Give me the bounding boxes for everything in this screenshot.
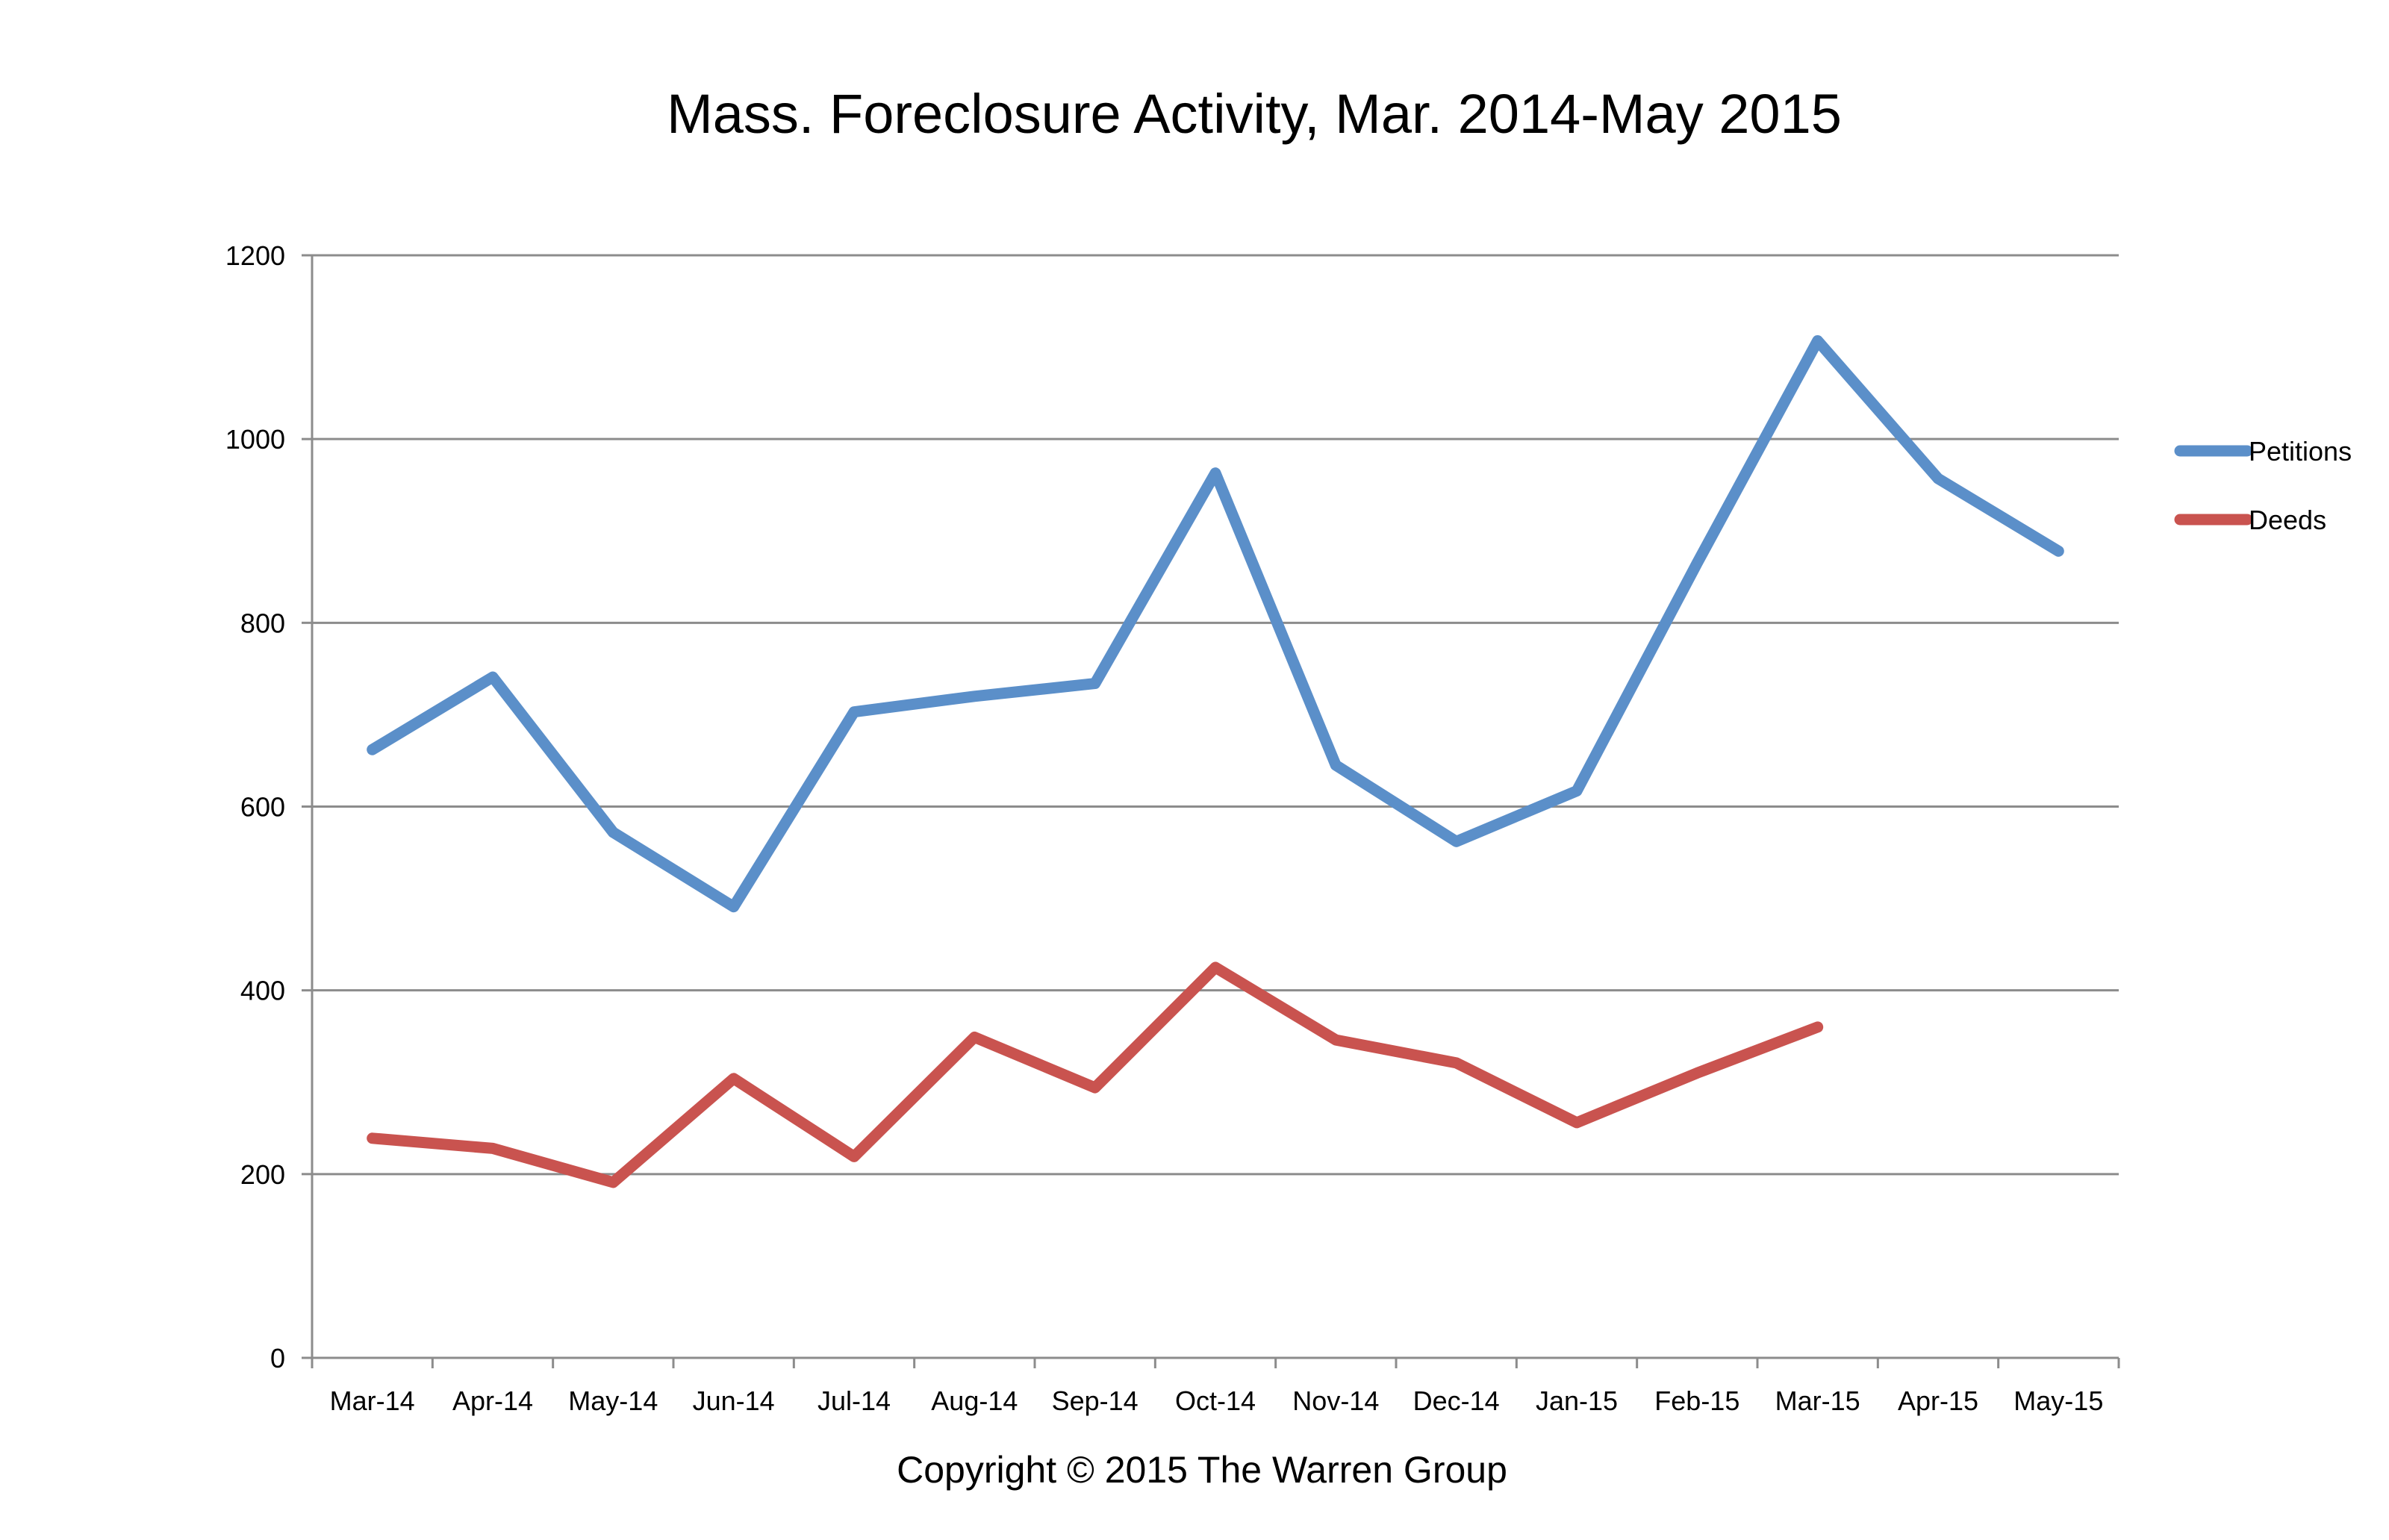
x-tick-label: Sep-14 (1052, 1385, 1139, 1416)
x-tick-label: Nov-14 (1292, 1385, 1379, 1416)
gridlines (312, 254, 2119, 1176)
axes (302, 254, 2120, 1368)
x-tick-labels: Mar-14 Apr-14 May-14 Jun-14 Jul-14 Aug-14 Sep-… (330, 1385, 2104, 1416)
y-tick-label: 1200 (225, 240, 285, 271)
chart-title: Mass. Foreclosure Activity, Mar. 2014-Ma… (667, 83, 1842, 145)
x-tick-label: Apr-14 (452, 1385, 533, 1416)
legend-label-petitions: Petitions (2249, 436, 2352, 467)
series-lines (367, 335, 2064, 1188)
x-tick-label: Jul-14 (817, 1385, 891, 1416)
x-tick-label: Jan-15 (1536, 1385, 1618, 1416)
x-tick-label: May-14 (568, 1385, 658, 1416)
x-tick-label: Jun-14 (693, 1385, 775, 1416)
x-tick-label: Aug-14 (931, 1385, 1018, 1416)
x-tick-label: Oct-14 (1175, 1385, 1256, 1416)
y-tick-label: 800 (240, 608, 285, 638)
series-line-petitions (367, 335, 2064, 913)
legend: Petitions Deeds (2174, 436, 2352, 535)
y-tick-label: 1000 (225, 424, 285, 455)
y-tick-label: 0 (270, 1343, 285, 1374)
x-tick-label: Apr-15 (1898, 1385, 1978, 1416)
x-tick-label: Mar-14 (330, 1385, 415, 1416)
x-tick-label: Dec-14 (1413, 1385, 1500, 1416)
legend-label-deeds: Deeds (2249, 505, 2326, 535)
x-tick-label: May-15 (2013, 1385, 2103, 1416)
y-tick-label: 400 (240, 976, 285, 1006)
x-tick-label: Feb-15 (1654, 1385, 1739, 1416)
series-line-deeds (367, 961, 1824, 1188)
x-tick-label: Mar-15 (1775, 1385, 1860, 1416)
y-tick-label: 200 (240, 1159, 285, 1190)
y-tick-label: 600 (240, 792, 285, 823)
y-tick-labels: 0 200 400 600 800 1000 1200 (225, 240, 285, 1374)
copyright-text: Copyright © 2015 The Warren Group (897, 1449, 1507, 1491)
